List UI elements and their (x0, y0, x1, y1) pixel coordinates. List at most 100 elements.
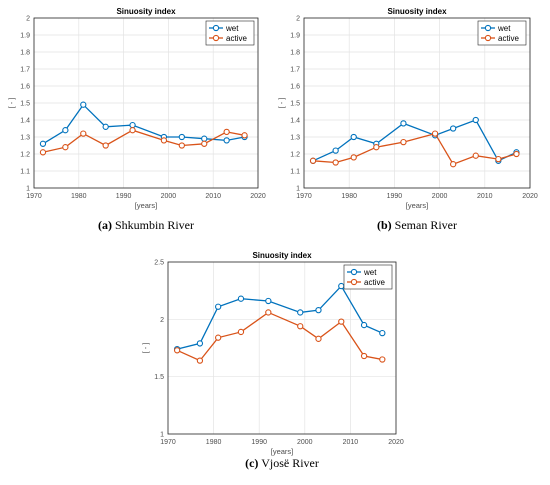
y-tick-label: 1.1 (290, 169, 300, 176)
data-point-active (215, 334, 222, 341)
x-tick-label: 2020 (522, 193, 538, 200)
data-point-active (309, 157, 317, 164)
y-axis-label: [ - ] (141, 343, 150, 354)
data-point-wet (223, 137, 230, 144)
data-point-active (102, 142, 109, 149)
legend-swatch-marker (212, 24, 220, 32)
caption-label: (a) (98, 218, 112, 232)
y-tick-label: 1.5 (290, 101, 300, 108)
x-tick-label: 2010 (343, 439, 359, 446)
data-point-active (196, 357, 204, 364)
data-point-wet (196, 340, 204, 347)
legend-label: wet (225, 24, 239, 33)
legend-label: active (364, 278, 385, 287)
data-point-wet (379, 329, 386, 337)
data-point-active (379, 356, 386, 363)
data-point-active (201, 140, 208, 147)
data-point-wet (62, 127, 69, 134)
data-point-active (450, 161, 457, 168)
data-point-active (373, 144, 380, 151)
y-tick-label: 1.2 (20, 152, 30, 159)
legend-swatch-marker (212, 34, 220, 42)
x-tick-label: 1990 (116, 193, 132, 200)
y-tick-label: 1.9 (290, 33, 300, 40)
y-tick-label: 1.8 (20, 50, 30, 57)
caption-text: Seman River (392, 218, 457, 232)
data-point-active (400, 138, 407, 146)
legend-swatch-marker (350, 278, 358, 286)
axes-box (167, 261, 397, 435)
data-point-wet (237, 295, 245, 302)
x-tick-label: 2020 (388, 439, 404, 446)
y-tick-label: 1 (26, 186, 30, 193)
data-point-wet (400, 120, 407, 127)
x-tick-label: 2010 (477, 193, 493, 200)
y-tick-label: 1.7 (20, 67, 30, 74)
caption-text: Shkumbin River (112, 218, 194, 232)
y-tick-label: 1.9 (20, 33, 30, 40)
legend-box (343, 264, 393, 290)
y-tick-label: 1 (296, 186, 300, 193)
y-tick-label: 1.7 (290, 67, 300, 74)
y-tick-label: 2 (26, 16, 30, 23)
series-line-wet (312, 119, 517, 162)
x-tick-label: 1990 (251, 439, 267, 446)
y-tick-label: 1.3 (290, 135, 300, 142)
x-tick-label: 2020 (250, 193, 266, 200)
x-tick-label: 1970 (160, 439, 176, 446)
data-point-active (472, 152, 479, 159)
data-point-wet (39, 140, 47, 147)
y-tick-label: 2 (160, 317, 164, 324)
legend-label: wet (497, 24, 511, 33)
x-axis-label: [years] (135, 201, 158, 210)
data-point-wet (450, 125, 457, 132)
panel-caption: (a) Shkumbin River (98, 218, 194, 232)
x-tick-label: 1980 (71, 193, 87, 200)
data-point-active (265, 309, 272, 316)
data-point-active (178, 142, 185, 149)
data-point-active (338, 318, 345, 325)
data-point-wet (129, 121, 136, 129)
axes-box (303, 17, 531, 189)
legend-box (477, 20, 527, 46)
series-line-wet (42, 103, 245, 145)
data-point-active (315, 335, 322, 342)
chart-panel-1: 1 1.1 1.2 1.3 1.4 1.5 1.6 1.7 1.8 1.9 2 1970 1980 199… (7, 7, 266, 210)
data-point-active (360, 352, 368, 360)
data-point-active (62, 144, 69, 151)
data-point-wet (360, 321, 368, 329)
chart-title: Sinuosity index (116, 7, 176, 16)
data-point-active (237, 328, 245, 336)
data-point-active (332, 159, 339, 166)
series-line-wet (176, 285, 383, 350)
data-point-active (297, 323, 304, 330)
data-point-active (223, 128, 230, 136)
data-point-active (350, 154, 357, 161)
legend-swatch-marker (484, 34, 492, 42)
x-tick-label: 2000 (297, 439, 313, 446)
y-tick-label: 1.3 (20, 135, 30, 142)
legend-label: wet (363, 268, 377, 277)
legend-label: active (498, 34, 519, 43)
x-axis-label: [years] (271, 447, 294, 456)
data-point-active (513, 150, 520, 158)
data-point-active (495, 155, 502, 163)
data-point-wet (315, 307, 322, 314)
y-axis-label: [ - ] (7, 98, 16, 109)
legend-swatch-marker (484, 24, 492, 32)
legend-label: active (226, 34, 247, 43)
chart-panel-2: 1 1.1 1.2 1.3 1.4 1.5 1.6 1.7 1.8 1.9 2 1970 1980 199… (277, 7, 538, 210)
axes-box (33, 17, 259, 189)
y-tick-label: 1.6 (20, 84, 30, 91)
x-tick-label: 1990 (387, 193, 403, 200)
x-tick-label: 2000 (432, 193, 448, 200)
panel-caption: (c) Vjosë River (245, 456, 319, 470)
x-axis-label: [years] (406, 201, 429, 210)
data-point-wet (178, 133, 185, 141)
data-point-active (80, 130, 87, 137)
y-tick-label: 1.8 (290, 50, 300, 57)
caption-label: (c) (245, 456, 258, 470)
y-tick-label: 1 (160, 432, 164, 439)
